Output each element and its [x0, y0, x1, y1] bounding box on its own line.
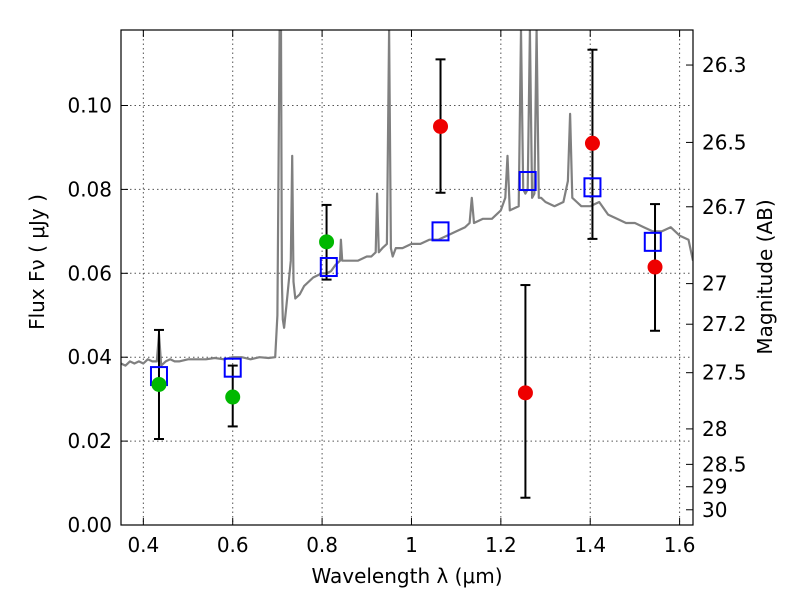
magnitude-tick-label: 28 — [702, 417, 727, 441]
magnitude-tick-label: 26.5 — [702, 130, 747, 154]
x-tick-label: 0.6 — [217, 533, 249, 557]
magnitude-tick-label: 26.7 — [702, 195, 747, 219]
y-tick-label: 0.04 — [67, 345, 112, 369]
y-tick-label: 0.02 — [67, 429, 112, 453]
magnitude-tick-label: 27 — [702, 272, 727, 296]
x-tick-label: 1.2 — [485, 533, 517, 557]
magnitude-tick-label: 28.5 — [702, 452, 747, 476]
model-photometry-square — [431, 221, 450, 242]
plot-area — [121, 30, 693, 367]
ticks: 0.4 0.6 0.8 1 1.2 1.4 1.6 0.00 0.02 0.04 0.06 0.08 0… — [67, 30, 747, 557]
observed-green-point — [151, 376, 167, 392]
model-photometry-square — [518, 171, 537, 192]
x-tick-label: 1 — [405, 533, 418, 557]
x-tick-label: 1.6 — [664, 533, 696, 557]
x-tick-label: 0.4 — [127, 533, 159, 557]
model-photometry-square — [319, 257, 338, 278]
markers — [149, 48, 663, 499]
x-axis-title: Wavelength λ (μm) — [311, 564, 502, 588]
y-tick-label: 0.06 — [67, 261, 112, 285]
spectrum-line — [121, 30, 693, 367]
magnitude-tick-label: 27.2 — [702, 312, 747, 336]
magnitude-axis-title: Magnitude (AB) — [753, 199, 777, 354]
observed-red-point — [647, 259, 663, 275]
observed-red-point — [433, 118, 449, 134]
y-axis-title: Flux Fν ( μJy ) — [25, 194, 49, 330]
magnitude-tick-label: 30 — [702, 498, 727, 522]
y-tick-label: 0.00 — [67, 513, 112, 537]
y-tick-label: 0.10 — [67, 94, 112, 118]
observed-red-point — [517, 385, 533, 401]
model-photometry-square — [223, 357, 242, 378]
magnitude-tick-label: 29 — [702, 475, 727, 499]
magnitude-tick-label: 27.5 — [702, 361, 747, 385]
x-tick-label: 1.4 — [574, 533, 606, 557]
x-tick-label: 0.8 — [306, 533, 338, 557]
plot-frame — [120, 29, 694, 526]
magnitude-tick-label: 26.3 — [702, 53, 747, 77]
model-photometry-square — [643, 231, 662, 252]
observed-red-point — [584, 135, 600, 151]
y-tick-label: 0.08 — [67, 177, 112, 201]
observed-green-point — [319, 234, 335, 250]
observed-green-point — [225, 389, 241, 405]
model-photometry-square — [583, 177, 602, 198]
